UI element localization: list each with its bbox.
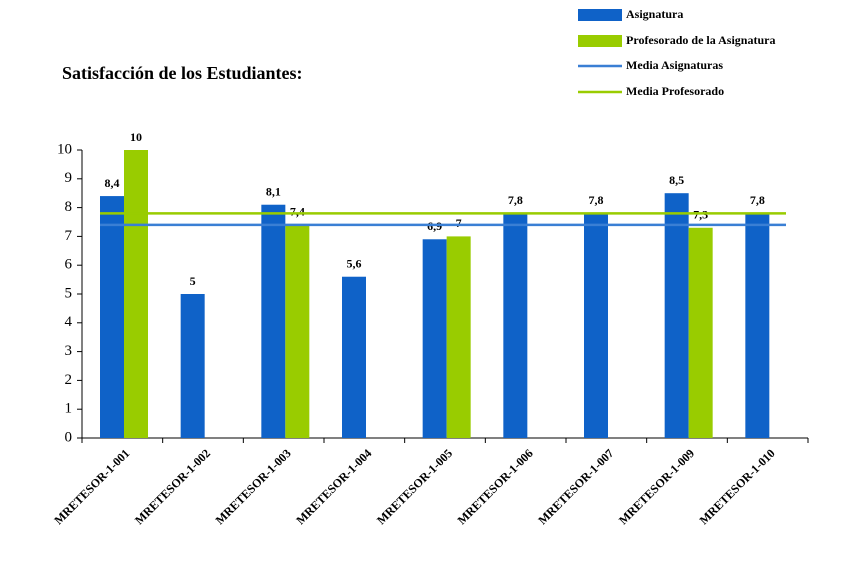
value-label: 8,5	[669, 173, 684, 187]
bar	[503, 213, 528, 438]
value-label: 7,8	[508, 193, 523, 207]
bar	[688, 227, 713, 438]
value-label: 5,6	[347, 256, 362, 270]
x-tick-label: MRETESOR-1-004	[293, 446, 374, 527]
x-tick-label: MRETESOR-1-002	[132, 446, 213, 527]
value-label: 8,4	[105, 176, 120, 190]
bar	[342, 276, 366, 438]
x-tick-label: MRETESOR-1-005	[374, 446, 455, 527]
bar	[584, 213, 608, 438]
value-label: 7,8	[589, 193, 604, 207]
y-tick-label: 5	[65, 285, 73, 301]
bar	[180, 294, 205, 438]
bar	[100, 196, 124, 438]
x-tick-label: MRETESOR-1-007	[535, 446, 616, 527]
x-tick-label: MRETESOR-1-009	[616, 446, 697, 527]
value-label: 10	[130, 130, 142, 144]
x-tick-label: MRETESOR-1-001	[51, 446, 132, 527]
value-label: 7	[456, 216, 462, 230]
y-tick-label: 10	[57, 141, 72, 157]
y-tick-label: 3	[65, 343, 73, 359]
x-tick-label: MRETESOR-1-003	[213, 446, 294, 527]
bar	[261, 204, 286, 438]
bar	[422, 239, 447, 438]
y-tick-label: 0	[65, 429, 73, 445]
x-tick-label: MRETESOR-1-006	[455, 446, 536, 527]
legend-label: Profesorado de la Asignatura	[626, 33, 775, 47]
bar	[124, 150, 148, 438]
legend-label: Media Asignaturas	[626, 58, 723, 72]
bar	[745, 213, 770, 438]
y-tick-label: 8	[65, 199, 73, 215]
y-tick-label: 2	[65, 372, 73, 388]
chart-title: Satisfacción de los Estudiantes:	[62, 63, 303, 83]
y-tick-label: 7	[65, 228, 73, 244]
x-tick-label: MRETESOR-1-010	[697, 446, 778, 527]
y-tick-label: 1	[65, 401, 73, 417]
legend-swatch	[578, 35, 622, 47]
value-label: 7,8	[750, 193, 765, 207]
y-tick-label: 4	[65, 314, 73, 330]
y-tick-label: 6	[65, 257, 73, 273]
bar	[285, 224, 310, 438]
bar	[446, 236, 471, 438]
value-label: 8,1	[266, 184, 281, 198]
legend-label: Asignatura	[626, 7, 683, 21]
value-label: 7,4	[290, 205, 305, 219]
value-label: 5	[190, 274, 196, 288]
legend-label: Media Profesorado	[626, 84, 724, 98]
y-tick-label: 9	[65, 170, 73, 186]
legend-swatch	[578, 9, 622, 21]
bar	[664, 193, 689, 438]
